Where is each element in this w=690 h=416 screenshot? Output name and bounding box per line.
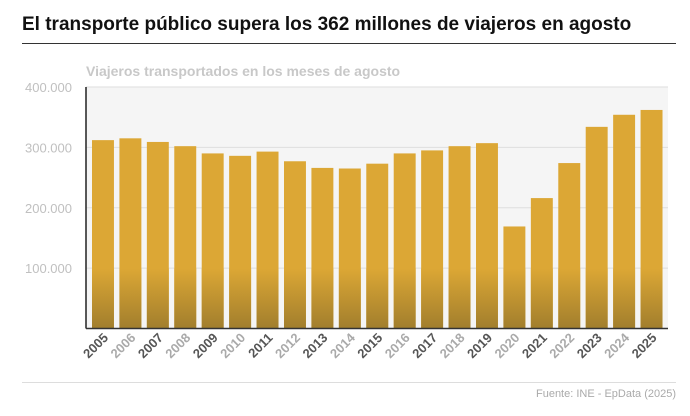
bar-base-shade [201, 268, 224, 329]
bar-base-shade [530, 268, 553, 329]
x-tick-label: 2016 [382, 330, 413, 361]
bar-base-shade [448, 268, 471, 329]
bar-base-shade [229, 268, 252, 329]
x-tick-label: 2022 [546, 330, 577, 361]
bar-base-shade [640, 268, 663, 329]
x-tick-label: 2021 [519, 330, 550, 361]
bar-base-shade [174, 268, 197, 329]
bar-base-shade [613, 268, 636, 329]
title-divider [22, 43, 676, 44]
x-tick-label: 2011 [245, 330, 276, 361]
chart-subtitle: Viajeros transportados en los meses de a… [86, 63, 400, 79]
x-tick-label: 2020 [491, 330, 522, 361]
bar-base-shade [256, 268, 279, 329]
source-note: Fuente: INE - EpData (2025) [535, 388, 676, 400]
page-title: El transporte público supera los 362 mil… [22, 14, 632, 35]
x-tick-label: 2023 [574, 330, 605, 361]
x-tick-label: 2007 [135, 330, 166, 361]
bar-base-shade [585, 268, 608, 329]
y-tick-label: 400.000 [25, 80, 72, 95]
x-tick-label: 2005 [80, 330, 111, 361]
bar-base-shade [558, 268, 581, 329]
footer-divider [22, 382, 676, 383]
x-tick-label: 2017 [409, 330, 440, 361]
x-tick-label: 2006 [107, 330, 138, 361]
bar-base-shade [421, 268, 444, 329]
bar-base-shade [393, 268, 416, 329]
x-tick-label: 2024 [601, 329, 633, 361]
x-tick-label: 2013 [299, 330, 330, 361]
bar-base-shade [503, 268, 526, 329]
y-tick-label: 200.000 [25, 201, 72, 216]
x-tick-label: 2012 [272, 330, 303, 361]
y-tick-label: 300.000 [25, 140, 72, 155]
bar-base-shade [338, 268, 361, 329]
x-tick-label: 2025 [629, 330, 660, 361]
x-tick-label: 2018 [437, 330, 468, 361]
bar-base-shade [366, 268, 389, 329]
x-tick-label: 2015 [354, 330, 385, 361]
x-tick-label: 2019 [464, 330, 495, 361]
bar-base-shade [92, 268, 114, 329]
x-tick-label: 2010 [217, 330, 248, 361]
x-tick-label: 2008 [162, 330, 193, 361]
bar-base-shade [476, 268, 498, 329]
y-tick-label: 100.000 [25, 261, 72, 276]
bar-base-shade [311, 268, 334, 329]
x-tick-label: 2009 [190, 330, 221, 361]
x-tick-label: 2014 [327, 329, 359, 361]
bar-base-shade [119, 268, 142, 329]
bar-base-shade [284, 268, 306, 329]
bar-base-shade [146, 268, 169, 329]
